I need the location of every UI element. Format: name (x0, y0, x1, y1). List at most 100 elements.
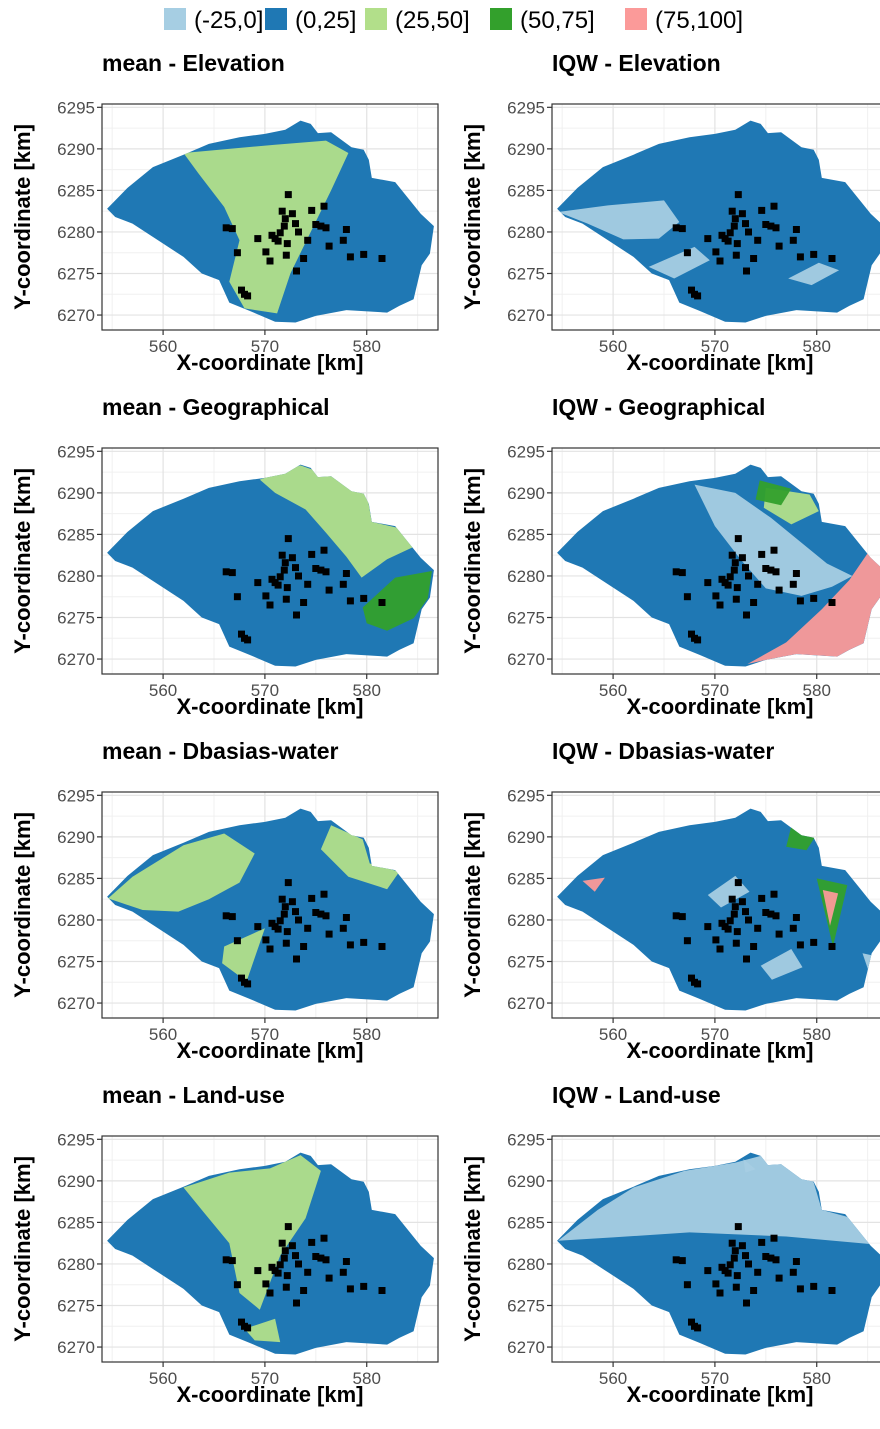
station-marker (284, 1272, 291, 1279)
station-marker (223, 224, 230, 231)
station-marker (729, 208, 736, 215)
station-marker (340, 581, 347, 588)
station-marker (308, 551, 315, 558)
station-marker (758, 207, 765, 214)
station-marker (725, 1270, 732, 1277)
station-marker (321, 891, 328, 898)
y-tick-label: 6280 (57, 911, 95, 930)
panel-title: mean - Geographical (102, 396, 330, 420)
station-marker (267, 946, 274, 953)
y-axis-title: Y-coordinate [km] (10, 1156, 35, 1342)
station-marker (379, 1287, 386, 1294)
station-marker (704, 235, 711, 242)
station-marker (360, 939, 367, 946)
station-marker (282, 215, 289, 222)
station-marker (279, 896, 286, 903)
station-marker (229, 569, 236, 576)
y-tick-label: 6280 (507, 223, 545, 242)
y-tick-label: 6285 (57, 869, 95, 888)
station-marker (717, 602, 724, 609)
station-marker (343, 570, 350, 577)
station-marker (279, 1240, 286, 1247)
station-marker (254, 579, 261, 586)
y-tick-label: 6290 (507, 140, 545, 159)
y-tick-label: 6270 (57, 306, 95, 325)
station-marker (735, 191, 742, 198)
station-marker (292, 1252, 299, 1259)
station-marker (743, 612, 750, 619)
station-marker (729, 1240, 736, 1247)
y-tick-label: 6295 (57, 786, 95, 805)
x-axis-title: X-coordinate [km] (626, 1382, 813, 1407)
y-tick-label: 6270 (507, 1338, 545, 1357)
station-marker (734, 584, 741, 591)
station-marker (283, 596, 290, 603)
station-marker (727, 229, 734, 236)
station-marker (295, 573, 302, 580)
station-marker (326, 931, 333, 938)
station-marker (679, 225, 686, 232)
x-axis-title: X-coordinate [km] (176, 350, 363, 375)
station-marker (277, 229, 284, 236)
station-marker (743, 956, 750, 963)
station-marker (732, 903, 739, 910)
x-tick-label: 560 (599, 337, 627, 356)
station-marker (347, 597, 354, 604)
station-marker (282, 903, 289, 910)
station-marker (743, 1300, 750, 1307)
station-marker (739, 1242, 746, 1249)
panel-title: mean - Land-use (102, 1084, 285, 1108)
station-marker (285, 191, 292, 198)
y-tick-label: 6270 (507, 994, 545, 1013)
y-tick-label: 6290 (507, 484, 545, 503)
station-marker (732, 215, 739, 222)
station-marker (323, 224, 330, 231)
y-tick-label: 6270 (57, 994, 95, 1013)
station-marker (684, 1281, 691, 1288)
y-tick-label: 6285 (507, 181, 545, 200)
station-marker (694, 292, 701, 299)
station-marker (797, 597, 804, 604)
station-marker (295, 917, 302, 924)
station-marker (343, 914, 350, 921)
station-marker (750, 943, 757, 950)
station-marker (360, 251, 367, 258)
station-marker (275, 238, 282, 245)
station-marker (293, 1300, 300, 1307)
station-marker (283, 1284, 290, 1291)
station-marker (292, 564, 299, 571)
station-marker (735, 1223, 742, 1230)
station-marker (267, 1290, 274, 1297)
station-marker (793, 1258, 800, 1265)
y-tick-label: 6295 (507, 98, 545, 117)
station-marker (776, 931, 783, 938)
station-marker (733, 1284, 740, 1291)
station-marker (673, 568, 680, 575)
station-marker (229, 225, 236, 232)
y-tick-label: 6275 (57, 1297, 95, 1316)
y-tick-label: 6290 (57, 1172, 95, 1191)
station-marker (277, 573, 284, 580)
station-marker (758, 895, 765, 902)
station-marker (292, 908, 299, 915)
y-axis-title: Y-coordinate [km] (10, 124, 35, 310)
station-marker (745, 917, 752, 924)
station-marker (267, 258, 274, 265)
y-tick-label: 6285 (507, 1213, 545, 1232)
station-marker (684, 593, 691, 600)
station-marker (694, 1324, 701, 1331)
station-marker (292, 220, 299, 227)
station-marker (733, 252, 740, 259)
station-marker (267, 602, 274, 609)
panel-title: IQW - Geographical (552, 396, 765, 420)
y-tick-label: 6275 (507, 953, 545, 972)
station-marker (679, 1257, 686, 1264)
x-axis-title: X-coordinate [km] (176, 694, 363, 719)
station-marker (347, 941, 354, 948)
panel-title: IQW - Elevation (552, 52, 721, 76)
station-marker (694, 636, 701, 643)
station-marker (283, 252, 290, 259)
x-tick-label: 560 (599, 681, 627, 700)
